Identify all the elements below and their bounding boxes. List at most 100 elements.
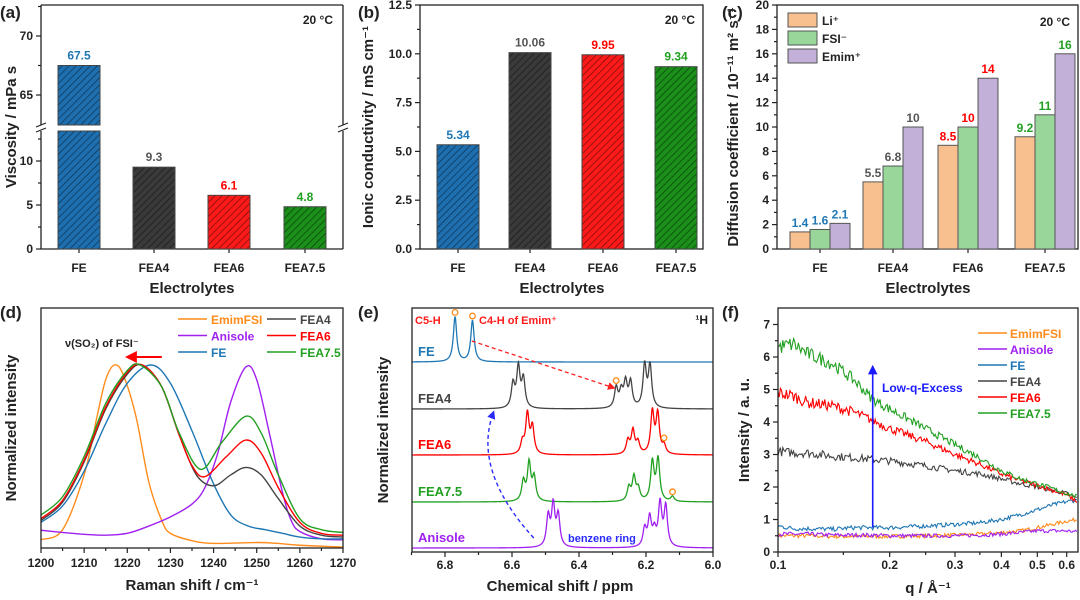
x-axis-title: Raman shift / cm⁻¹ — [126, 577, 259, 594]
y-tick-label: 16 — [756, 47, 770, 61]
bar-value-label: 11 — [1039, 99, 1052, 113]
legend-label: FEA4 — [1010, 375, 1041, 389]
x-tick-label: 0.3 — [947, 558, 964, 572]
legend-label: EmimFSI — [1010, 327, 1061, 341]
bar-value-label: 5.34 — [446, 128, 470, 142]
y-tick-label: 0.0 — [395, 242, 412, 256]
x-tick-label: FEA4 — [515, 261, 546, 275]
y-tick-label: 1 — [763, 513, 770, 527]
y-tick-label: 18 — [756, 22, 770, 36]
bar — [283, 206, 327, 250]
panel-label: (e) — [358, 303, 379, 322]
y-tick-label: 2.5 — [395, 193, 412, 207]
bar-value-label: 4.8 — [297, 190, 314, 204]
x-tick-label: 1220 — [114, 556, 141, 570]
x-tick-label: FEA7.5 — [285, 261, 326, 275]
bar-value-label: 9.2 — [1017, 121, 1034, 135]
legend-label: FEA6 — [300, 330, 331, 344]
bar — [902, 126, 924, 250]
bar-value-label: 9.3 — [146, 150, 163, 164]
peak-marker-icon — [469, 312, 476, 320]
series-line-fea4 — [777, 445, 1077, 498]
y-tick-label: 0 — [762, 242, 769, 256]
x-tick-label: 1240 — [200, 556, 227, 570]
bar — [57, 65, 101, 126]
trace-label: FEA4 — [418, 391, 452, 406]
bar-value-label: 14 — [981, 62, 995, 76]
y-tick-label: 4 — [763, 415, 770, 429]
bar-value-label: 1.4 — [792, 216, 809, 230]
y-tick-label: 8 — [762, 144, 769, 158]
y-tick-label: 10 — [20, 154, 34, 168]
legend-label: FEA6 — [1010, 391, 1041, 405]
bar-value-label: 16 — [1058, 38, 1072, 52]
y-tick-label: 6 — [763, 350, 770, 364]
y-tick-label: 10.0 — [389, 47, 413, 61]
legend-label: Li⁺ — [822, 14, 839, 28]
panel-label: (b) — [358, 3, 380, 22]
x-axis-title: Electrolytes — [149, 280, 234, 297]
x-tick-label: FE — [450, 261, 465, 275]
legend-label: FE — [1010, 359, 1025, 373]
bar — [809, 228, 831, 250]
bar — [581, 54, 625, 250]
y-axis-title: Normalized intensity — [375, 356, 392, 503]
y-axis-title: Normalized intensity — [3, 354, 20, 501]
x-tick-label: 0.2 — [881, 558, 898, 572]
panel-label: (d) — [0, 303, 22, 322]
panel-c-diffusion: 0 2 4 6 8 10 12 14 16 18 20 FE FEA4 FEA6 FEA7.5 1.4 5.5 8… — [722, 0, 1079, 297]
spectrum-fea7.5 — [412, 455, 713, 503]
x-tick-label: FEA4 — [139, 261, 170, 275]
y-tick-label: 5.0 — [395, 144, 412, 158]
bar-value-label: 2.1 — [832, 207, 849, 221]
bar — [882, 165, 904, 250]
axis-break-mark — [337, 122, 349, 128]
peak-marker-icon — [669, 488, 676, 496]
y-tick-label: 6 — [762, 169, 769, 183]
plot-frame — [777, 307, 1079, 553]
bar — [207, 194, 251, 250]
bar — [654, 66, 698, 250]
y-tick-label: 10 — [756, 120, 770, 134]
y-tick-label: 7 — [763, 318, 770, 332]
y-tick-label: 20 — [756, 0, 770, 12]
x-tick-label: 1210 — [71, 556, 98, 570]
panel-f-saxs: EmimFSI Anisole FE FEA4 FEA6 FEA7.5 0 1 2 3 4 5 6 7 0.… — [722, 303, 1079, 597]
shift-arrow-blue — [487, 410, 535, 539]
series-line-anisole — [777, 528, 1078, 539]
y-tick-label: 3 — [763, 448, 770, 462]
bar — [436, 144, 480, 250]
x-tick-label: 6.4 — [571, 558, 588, 572]
x-tick-label: FEA7.5 — [1025, 261, 1066, 275]
legend-label: FE — [211, 346, 226, 360]
x-axis-title: Chemical shift / ppm — [487, 578, 634, 595]
nucleus-label: ¹H — [695, 313, 708, 327]
y-tick-label: 65 — [20, 88, 34, 102]
y-tick-label: 2 — [763, 480, 770, 494]
y-axis-title: Ionic conductivity / mS cm⁻¹ — [360, 26, 377, 228]
x-tick-label: 6.0 — [705, 558, 722, 572]
x-tick-label: 0.5 — [1029, 558, 1046, 572]
trace-label: FEA6 — [418, 437, 451, 452]
bar-value-label: 10.06 — [515, 36, 545, 50]
legend-label: Emim⁺ — [822, 50, 861, 64]
panel-a-viscosity: 0 5 10 65 70 67.5 FE 9.3 FEA4 6.1 FEA6 4.8 FEA7.5 20 … — [0, 3, 349, 297]
c5h-label: C5-H — [415, 315, 441, 327]
bar — [957, 126, 979, 250]
series-line-fe — [777, 498, 1078, 532]
c4h-label: C4-H of Emim⁺ — [479, 315, 557, 327]
y-tick-label: 12 — [756, 96, 770, 110]
series-line-fe — [41, 364, 343, 540]
legend-label: Anisole — [1010, 343, 1054, 357]
x-tick-label: FEA6 — [214, 261, 245, 275]
temperature-label: 20 °C — [665, 13, 695, 27]
x-tick-label: 6.8 — [437, 558, 454, 572]
bar — [57, 130, 101, 250]
bar — [862, 181, 884, 250]
bar — [789, 231, 811, 250]
panel-d-raman: 1200 1210 1220 1230 1240 1250 1260 1270 EmimFSI A… — [0, 303, 357, 594]
legend-label: FEA7.5 — [1010, 407, 1051, 421]
bar — [829, 222, 851, 250]
bar-value-label: 10 — [961, 111, 975, 125]
